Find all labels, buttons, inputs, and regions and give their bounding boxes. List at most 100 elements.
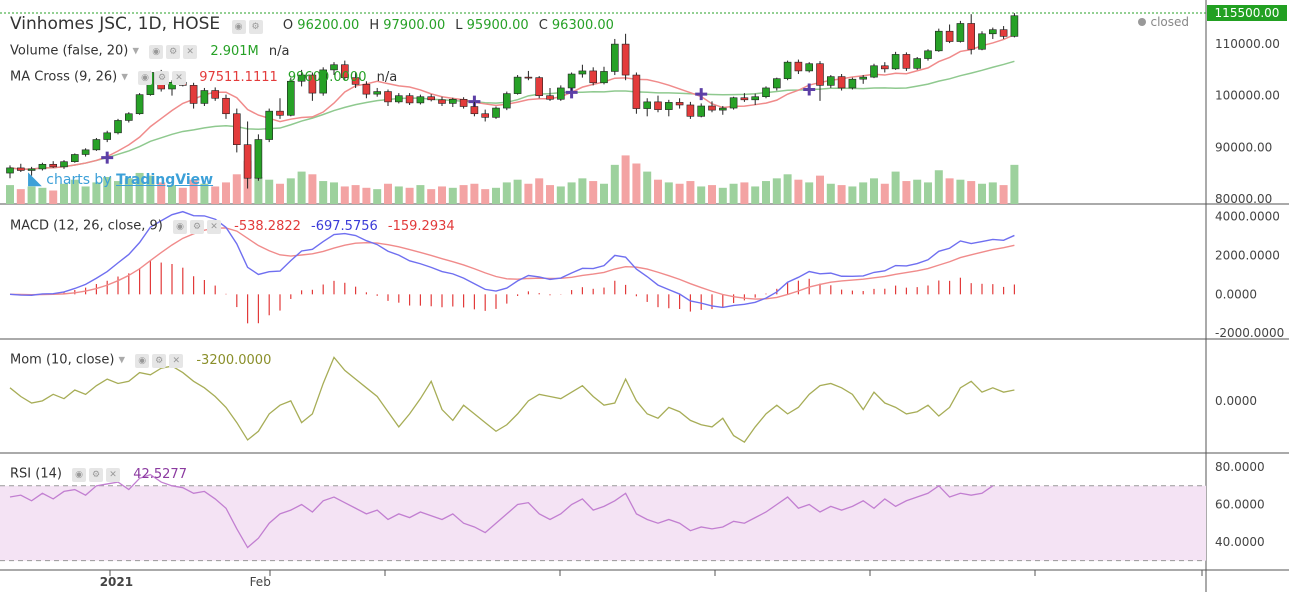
tradingview-watermark[interactable]: ◣ charts by TradingView: [28, 168, 214, 189]
settings-icon[interactable]: ⚙: [155, 71, 170, 85]
mom-value: -3200.0000: [196, 352, 272, 368]
candle-down: [362, 84, 371, 95]
volume-bar: [405, 187, 414, 204]
volume-bar: [254, 177, 263, 204]
candle-up: [513, 76, 522, 94]
close-icon[interactable]: ✕: [172, 71, 187, 85]
volume-bar: [729, 183, 738, 204]
candle-down: [351, 77, 360, 85]
candle-up: [826, 76, 835, 86]
candle-up: [125, 113, 133, 121]
candle-up: [38, 163, 47, 170]
candle-up: [567, 73, 576, 89]
eye-icon[interactable]: ◉: [231, 20, 246, 34]
volume-bar: [168, 185, 176, 204]
volume-bar: [103, 177, 112, 204]
candle-up: [956, 23, 965, 42]
candle-up: [265, 110, 274, 140]
close-icon[interactable]: ✕: [169, 354, 184, 368]
volume-bar: [870, 178, 878, 204]
candle-up: [330, 64, 338, 71]
volume-bar: [999, 185, 1008, 204]
momentum-line: [9, 356, 1015, 444]
volume-bar: [945, 178, 954, 204]
price-axis-tick: 100000.00: [1215, 89, 1280, 103]
close-icon[interactable]: ✕: [106, 468, 121, 482]
close-icon[interactable]: ✕: [207, 220, 222, 234]
settings-icon[interactable]: ⚙: [152, 354, 167, 368]
settings-icon[interactable]: ⚙: [190, 220, 205, 234]
candle-down: [794, 61, 803, 72]
candle-up: [254, 139, 263, 179]
ma-cross-legend[interactable]: MA Cross (9, 26) ▾ ◉ ⚙ ✕ 97511.1111 99600.…: [10, 69, 398, 85]
rsi-value: 42.5277: [133, 466, 187, 482]
ma-slow-line: [9, 60, 1015, 170]
candle-down: [16, 167, 25, 171]
volume-bar: [276, 183, 284, 204]
settings-icon[interactable]: ⚙: [89, 468, 104, 482]
volume-bar: [502, 182, 511, 204]
candle-down: [535, 77, 544, 96]
volume-bar: [16, 189, 25, 204]
eye-icon[interactable]: ◉: [135, 354, 150, 368]
candle-up: [27, 168, 36, 171]
candle-up: [934, 30, 943, 52]
volume-bar: [146, 175, 155, 204]
candle-up: [600, 71, 608, 84]
volume-bar: [762, 181, 770, 204]
price-axis-tick: 80000.00: [1215, 192, 1272, 206]
candle-up: [859, 76, 868, 80]
close-icon[interactable]: ✕: [183, 45, 198, 59]
volume-bar: [330, 182, 338, 204]
eye-icon[interactable]: ◉: [138, 71, 153, 85]
candle-down: [340, 64, 349, 78]
volume-bar: [211, 186, 220, 204]
ohlc-value-c: 96300.00: [551, 18, 614, 33]
candle-up: [751, 96, 760, 101]
volume-bar: [384, 183, 392, 204]
macd-axis-tick: 4000.0000: [1215, 210, 1280, 224]
macd-line-value: -697.5756: [311, 218, 378, 234]
eye-icon[interactable]: ◉: [173, 220, 188, 234]
ma-extra: n/a: [376, 69, 398, 85]
volume-bar: [362, 187, 371, 204]
candle-down: [654, 101, 662, 110]
macd-axis-tick: 0.0000: [1215, 287, 1257, 301]
volume-bar: [448, 187, 457, 204]
candle-up: [373, 91, 382, 95]
volume-legend[interactable]: Volume (false, 20) ▾ ◉ ⚙ ✕ 2.901M n/a: [10, 43, 290, 59]
macd-signal-line: [9, 227, 1015, 300]
volume-bar: [913, 179, 922, 204]
candle-down: [276, 110, 284, 116]
volume-bar: [6, 185, 14, 204]
candle-up: [848, 78, 857, 89]
rsi-axis-tick: 60.0000: [1215, 498, 1265, 512]
settings-icon[interactable]: ⚙: [166, 45, 181, 59]
rsi-legend[interactable]: RSI (14) ◉ ⚙ ✕ 42.5277: [10, 466, 187, 482]
eye-icon[interactable]: ◉: [72, 468, 87, 482]
volume-bar: [718, 187, 727, 204]
ma-fast-value: 97511.1111: [199, 69, 278, 85]
candle-up: [891, 54, 900, 70]
status-dot-icon: [1138, 18, 1147, 26]
ohlc-key-h: H: [369, 18, 384, 33]
volume-bar: [880, 183, 889, 204]
candle-up: [71, 154, 79, 163]
mom-legend[interactable]: Mom (10, close) ▾ ◉ ⚙ ✕ -3200.0000: [10, 352, 272, 368]
volume-bar: [546, 185, 554, 204]
volume-bar: [643, 171, 652, 204]
candle-down: [740, 97, 749, 101]
candle-up: [1010, 15, 1019, 37]
macd-legend[interactable]: MACD (12, 26, close, 9) ◉ ⚙ ✕ -538.2822 -6…: [10, 218, 455, 234]
volume-bar: [708, 185, 716, 204]
eye-icon[interactable]: ◉: [149, 45, 164, 59]
settings-icon[interactable]: ⚙: [248, 20, 263, 34]
ohlc-value-o: 96200.00: [297, 18, 360, 33]
candle-up: [578, 70, 587, 75]
candle-down: [459, 98, 468, 107]
volume-bar: [189, 179, 198, 204]
ohlc-key-l: L: [455, 18, 467, 33]
volume-bar: [319, 181, 328, 204]
